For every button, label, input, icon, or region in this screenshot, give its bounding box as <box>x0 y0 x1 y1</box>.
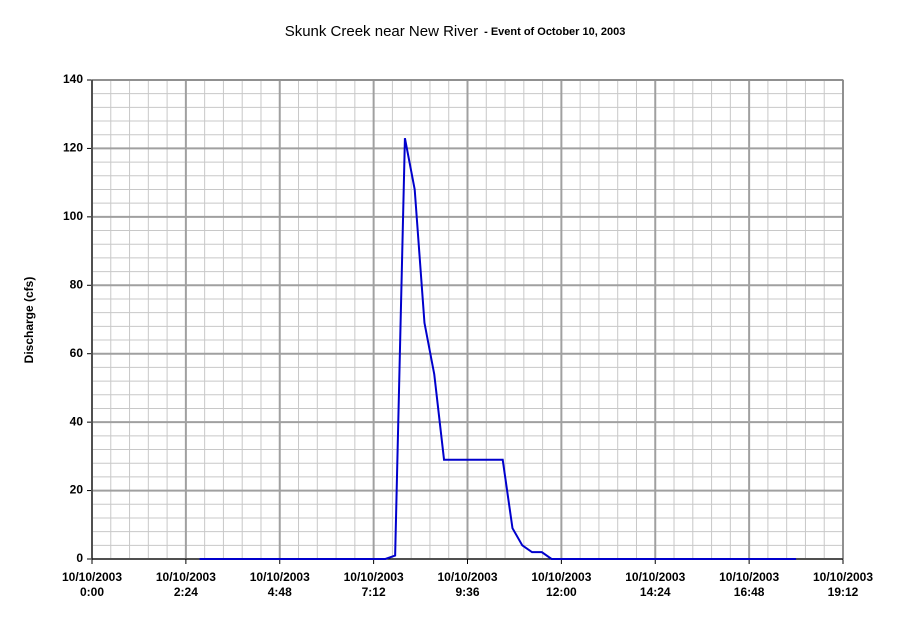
y-tick-label: 120 <box>63 141 83 155</box>
x-tick-label: 10/10/2003 19:12 <box>812 570 874 599</box>
y-tick-label: 100 <box>63 209 83 223</box>
subtitle: - Event of October 10, 2003 <box>484 26 625 38</box>
x-tick-label: 10/10/2003 2:24 <box>155 570 216 599</box>
x-tick-label: 10/10/2003 7:12 <box>343 570 404 599</box>
y-tick-label: 0 <box>76 551 83 565</box>
x-tick-label: 10/10/2003 9:36 <box>437 570 498 599</box>
y-tick-label: 20 <box>70 483 84 497</box>
data-line <box>199 137 797 560</box>
title: Skunk Creek near New River <box>285 23 478 40</box>
y-tick-label: 140 <box>63 72 83 86</box>
x-tick-label: 10/10/2003 14:24 <box>625 570 686 599</box>
y-tick-label: 80 <box>70 277 84 291</box>
x-tick-label: 10/10/2003 0:00 <box>61 570 123 599</box>
y-tick-label: 40 <box>70 414 84 428</box>
y-tick-label: 60 <box>70 346 84 360</box>
x-tick-label: 10/10/2003 16:48 <box>719 570 780 599</box>
x-tick-label: 10/10/2003 4:48 <box>249 570 310 599</box>
y-axis-title: Discharge (cfs) <box>22 277 36 364</box>
x-tick-label: 10/10/2003 12:00 <box>531 570 592 599</box>
chart-title: Skunk Creek near New River - Event of Oct… <box>285 23 626 40</box>
